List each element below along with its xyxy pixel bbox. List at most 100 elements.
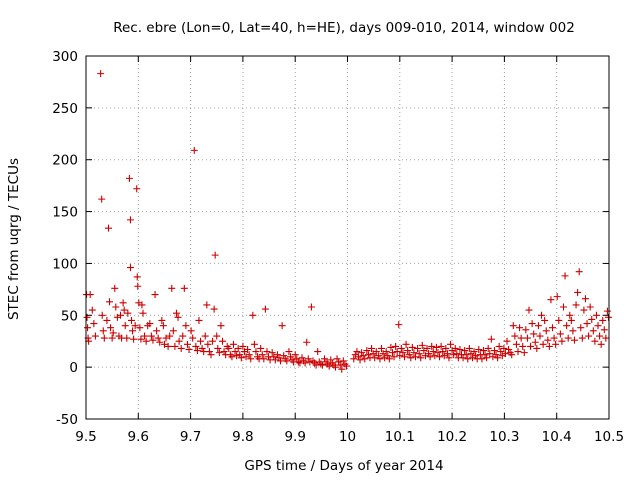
data-point	[245, 351, 253, 359]
data-point	[495, 342, 503, 350]
data-point	[236, 351, 244, 359]
data-point	[278, 322, 286, 330]
data-point	[376, 355, 384, 363]
data-point	[109, 329, 117, 337]
data-point	[171, 342, 179, 350]
data-point	[361, 355, 369, 363]
data-point	[405, 351, 413, 359]
data-point	[364, 351, 372, 359]
data-point	[599, 316, 607, 324]
data-point	[530, 330, 538, 338]
data-point	[213, 332, 221, 340]
data-point	[139, 309, 147, 317]
data-point	[487, 335, 495, 343]
data-point	[128, 316, 136, 324]
data-point	[175, 337, 183, 345]
data-point	[204, 340, 212, 348]
data-point	[277, 357, 285, 365]
data-point	[567, 316, 575, 324]
data-point	[141, 332, 149, 340]
data-point	[401, 353, 409, 361]
data-point	[483, 354, 491, 362]
data-point	[368, 344, 376, 352]
data-point	[385, 355, 393, 363]
data-point	[545, 342, 553, 350]
data-point	[358, 349, 366, 357]
data-point	[257, 344, 265, 352]
data-point	[164, 342, 172, 350]
data-point	[166, 332, 174, 340]
data-point	[586, 303, 594, 311]
y-axis-label: STEC from uqrg / TECUs	[6, 158, 22, 320]
data-point	[572, 301, 580, 309]
data-point	[338, 365, 346, 373]
data-point	[306, 358, 314, 366]
data-point	[137, 335, 145, 343]
data-point	[603, 307, 611, 315]
data-point	[125, 174, 133, 182]
chart-title: Rec. ebre (Lon=0, Lat=40, h=HE), days 00…	[113, 20, 575, 36]
data-point	[219, 337, 227, 345]
data-point	[581, 295, 589, 303]
x-tick-label: 10.1	[385, 429, 415, 445]
data-point	[320, 355, 328, 363]
data-point	[439, 348, 447, 356]
data-point	[90, 320, 98, 328]
data-point	[142, 337, 150, 345]
x-axis-label: GPS time / Days of year 2014	[244, 458, 443, 474]
data-point	[549, 324, 557, 332]
data-point	[392, 342, 400, 350]
data-point	[190, 146, 198, 154]
data-point	[536, 332, 544, 340]
data-point	[356, 356, 364, 364]
x-tick-label: 10	[339, 429, 356, 445]
y-tick-label: 300	[52, 49, 78, 65]
data-point	[516, 324, 524, 332]
data-point	[558, 337, 566, 345]
data-point	[126, 264, 134, 272]
data-point	[578, 334, 586, 342]
data-point	[270, 353, 278, 361]
data-point	[131, 322, 139, 330]
data-point	[459, 354, 467, 362]
data-point	[146, 320, 154, 328]
data-point	[197, 337, 205, 345]
data-point	[407, 354, 415, 362]
data-point	[233, 352, 241, 360]
data-point	[275, 354, 283, 362]
x-tick-label: 10.3	[489, 429, 519, 445]
data-point	[327, 356, 335, 364]
data-point	[408, 343, 416, 351]
data-point	[291, 351, 299, 359]
data-point	[195, 316, 203, 324]
data-point	[399, 349, 407, 357]
data-point	[106, 298, 114, 306]
x-tick-label: 9.7	[180, 429, 201, 445]
data-point	[596, 332, 604, 340]
data-point	[470, 348, 478, 356]
data-point	[214, 344, 222, 352]
data-point	[428, 342, 436, 350]
data-point	[136, 324, 144, 332]
data-point	[553, 293, 561, 301]
data-point	[388, 349, 396, 357]
y-tick-label: 0	[69, 360, 78, 376]
data-point	[304, 355, 312, 363]
data-point	[580, 306, 588, 314]
data-point	[353, 348, 361, 356]
data-point	[293, 355, 301, 363]
data-point	[425, 350, 433, 358]
data-point	[211, 251, 219, 259]
data-point	[249, 311, 257, 319]
data-point	[198, 344, 206, 352]
data-point	[303, 338, 311, 346]
data-point	[331, 363, 339, 371]
data-point	[333, 355, 341, 363]
data-point	[387, 343, 395, 351]
data-point	[177, 344, 185, 352]
data-point	[99, 327, 107, 335]
data-point	[237, 354, 245, 362]
data-point	[432, 343, 440, 351]
data-point	[153, 327, 161, 335]
